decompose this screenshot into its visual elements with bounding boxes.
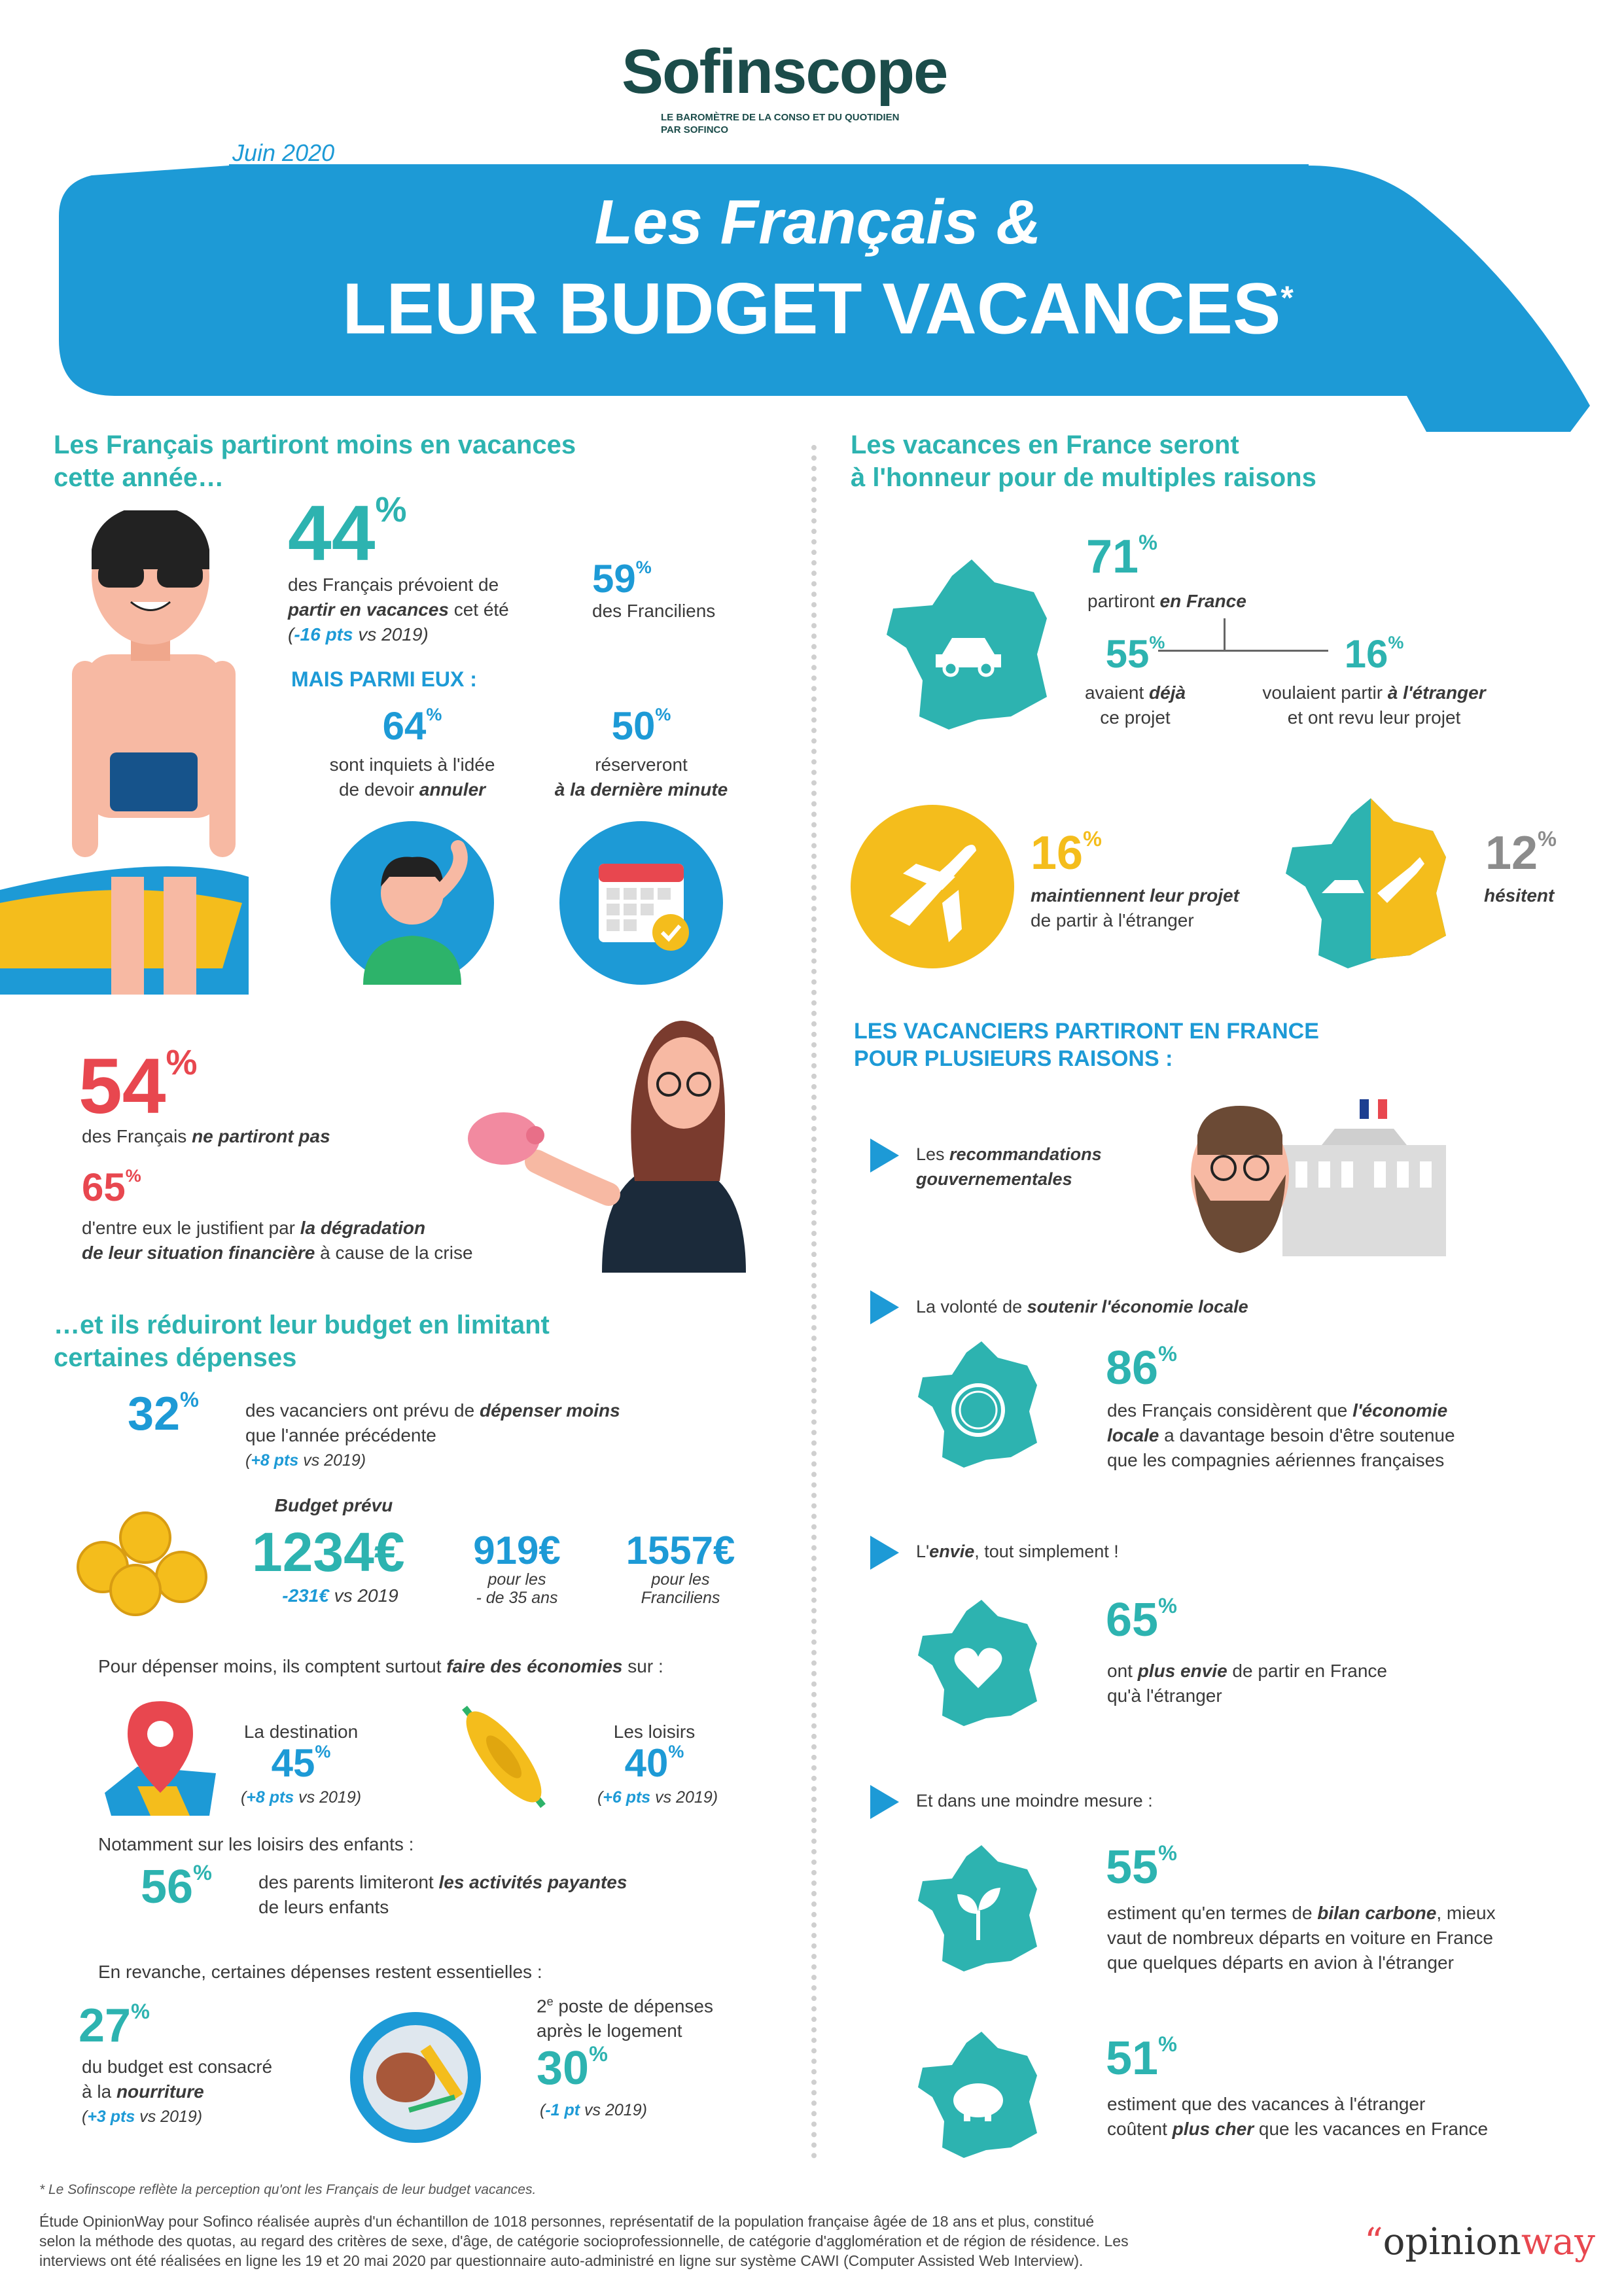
france-leaf-icon (918, 1845, 1037, 1971)
budget-evolution: -231€ vs 2019 (282, 1585, 398, 1606)
left-heading-2: …et ils réduiront leur budget en limitan… (54, 1311, 550, 1372)
budget-label: Budget prévu (274, 1495, 393, 1515)
stat-55-carbone-text: estiment qu'en termes de bilan carbone, … (1107, 1903, 1496, 1973)
stat-54-text: des Français ne partiront pas (82, 1126, 330, 1146)
logo-text: Sofinscope (622, 37, 948, 107)
date-label: Juin 2020 (232, 139, 335, 166)
stat-56-text: des parents limiteront les activités pay… (258, 1872, 627, 1917)
food-plate-icon (350, 2012, 481, 2143)
left-heading-1: Les Français partiront moins en vacances… (54, 431, 576, 492)
stat-51: 51% (1106, 2032, 1177, 2085)
logo: Sofinscope (622, 39, 1014, 111)
france-piggy-icon (918, 2032, 1037, 2158)
right-heading-1: Les vacances en France seront à l'honneur… (851, 431, 1316, 492)
stat-64: 64% (382, 704, 442, 748)
france-heart-icon (918, 1600, 1037, 1726)
government-building-icon (1191, 1099, 1446, 1256)
tree-connector (1224, 618, 1226, 651)
man-illustration (0, 510, 249, 995)
stat-50-text: réserveront à la dernière minute (554, 754, 728, 800)
budget-franciliens: 1557€ (626, 1528, 735, 1572)
stat-65-right-text: ont plus envie de partir en France qu'à … (1107, 1661, 1387, 1706)
mais-parmi-eux: MAIS PARMI EUX : (291, 667, 477, 691)
budget-franciliens-label: pour les Franciliens (641, 1570, 720, 1607)
logo-tagline: LE BAROMÈTRE DE LA CONSO ET DU QUOTIDIEN… (661, 112, 900, 135)
map-pin-icon (105, 1701, 216, 1816)
worried-man-icon (330, 821, 494, 985)
stat-51-text: estiment que des vacances à l'étranger c… (1107, 2094, 1489, 2139)
stat-16-maintien: 16% (1031, 827, 1102, 879)
opinionway-logo: “opinionway (1364, 2221, 1595, 2263)
stat-56: 56% (141, 1861, 212, 1913)
stat-16-revu-text: voulaient partir à l'étranger et ont rev… (1262, 682, 1486, 728)
reason-3-arrow (870, 1536, 899, 1570)
stat-44-text: des Français prévoient de partir en vaca… (288, 574, 509, 645)
stat-59-text: des Franciliens (592, 601, 716, 621)
stat-65-left: 65% (82, 1165, 141, 1209)
destination-label: La destination (243, 1722, 359, 1742)
stat-71: 71% (1086, 531, 1157, 583)
kayak-icon (462, 1705, 546, 1809)
reason-3-text: L'envie, tout simplement ! (916, 1542, 1119, 1561)
budget-under-35-label: pour les - de 35 ans (476, 1570, 558, 1607)
stat-27-text: du budget est consacré à la nourriture (… (82, 2057, 273, 2126)
stat-55-deja: 55% (1105, 632, 1165, 676)
stat-65-right: 65% (1106, 1594, 1177, 1646)
reason-1-arrow (870, 1139, 899, 1173)
destination-value: 45% (271, 1741, 331, 1785)
loisirs-label: Les loisirs (613, 1722, 696, 1742)
reason-1-text: Les recommandations gouvernementales (916, 1144, 1102, 1189)
methodology: Étude OpinionWay pour Sofinco réalisée a… (39, 2213, 1129, 2269)
budget-value: 1234€ (252, 1521, 405, 1583)
stat-16-maintien-text: maintiennent leur projet de partir à l'é… (1031, 885, 1239, 930)
calendar-icon (559, 821, 723, 985)
reason-4-text: Et dans une moindre mesure : (916, 1791, 1153, 1810)
coins-icon (77, 1511, 207, 1616)
stat-86: 86% (1106, 1342, 1177, 1394)
stat-55-carbone: 55% (1106, 1841, 1177, 1894)
woman-piggy-illustration (468, 1021, 746, 1273)
poste-text: 2e poste de dépenses après le logement (537, 1995, 714, 2041)
stat-54: 54% (79, 1042, 198, 1130)
stat-32: 32% (128, 1388, 199, 1440)
stat-12-text: hésitent (1484, 885, 1555, 906)
economies-intro: Pour dépenser moins, ils comptent surtou… (98, 1656, 663, 1676)
stat-55-deja-text: avaient déjà ce projet (1084, 682, 1186, 728)
tree-connector-h (1158, 650, 1328, 652)
enfants-intro: Notamment sur les loisirs des enfants : (98, 1834, 414, 1854)
stat-86-text: des Français considèrent que l'économie … (1107, 1400, 1455, 1470)
stat-16-revu: 16% (1344, 632, 1404, 676)
stat-12: 12% (1485, 827, 1557, 879)
plane-icon (851, 805, 1014, 968)
reason-4-arrow (870, 1785, 899, 1819)
destination-evolution: (+8 pts vs 2019) (240, 1788, 362, 1807)
stat-30: 30% (537, 2042, 608, 2094)
page-title: Les Français & LEUR BUDGET VACANCES* (342, 187, 1294, 349)
reason-2-arrow (870, 1290, 899, 1324)
stat-44: 44% (288, 489, 407, 577)
title-banner (59, 164, 1590, 432)
footnote: * Le Sofinscope reflète la perception qu… (39, 2182, 537, 2197)
france-euro-icon (918, 1341, 1037, 1468)
stat-50: 50% (611, 704, 671, 748)
right-heading-2: LES VACANCIERS PARTIRONT EN FRANCE POUR P… (854, 1019, 1319, 1071)
stat-32-text: des vacanciers ont prévu de dépenser moi… (245, 1400, 620, 1470)
france-car-icon (887, 559, 1047, 730)
stat-59: 59% (592, 557, 652, 601)
stat-71-text: partiront en France (1087, 591, 1246, 611)
revanche-intro: En revanche, certaines dépenses restent … (98, 1962, 542, 1982)
france-plane-icon (1286, 798, 1446, 968)
column-divider (811, 445, 817, 2159)
stat-64-text: sont inquiets à l'idée de devoir annuler (329, 754, 495, 800)
loisirs-evolution: (+6 pts vs 2019) (597, 1788, 718, 1807)
stat-27: 27% (79, 2000, 150, 2052)
stat-65-left-text: d'entre eux le justifient par la dégrada… (82, 1218, 473, 1263)
stat-30-evolution: (-1 pt vs 2019) (540, 2101, 647, 2119)
reason-2-text: La volonté de soutenir l'économie locale (916, 1297, 1248, 1316)
budget-under-35: 919€ (473, 1528, 561, 1572)
loisirs-value: 40% (624, 1741, 684, 1785)
